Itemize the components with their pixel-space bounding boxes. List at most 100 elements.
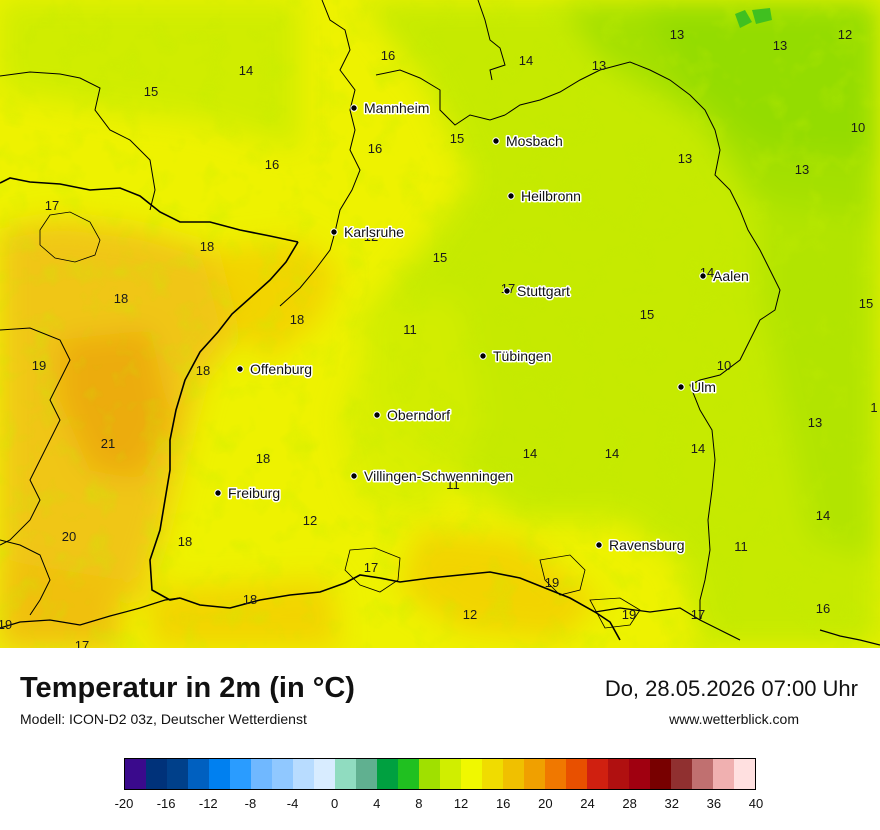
temperature-value: 18 bbox=[178, 534, 192, 549]
legend-swatch bbox=[587, 759, 608, 789]
legend-swatch bbox=[692, 759, 713, 789]
temperature-value: 15 bbox=[450, 131, 464, 146]
temperature-value: 11 bbox=[403, 322, 417, 337]
temperature-value: 12 bbox=[364, 229, 378, 244]
legend-swatch bbox=[314, 759, 335, 789]
temperature-value: 16 bbox=[381, 48, 395, 63]
temperature-value: 18 bbox=[200, 239, 214, 254]
city-marker: Karlsruhe bbox=[330, 223, 406, 242]
temperature-value: 16 bbox=[816, 601, 830, 616]
city-label: Tübingen bbox=[493, 348, 551, 364]
city-label: Heilbronn bbox=[521, 188, 581, 204]
city-dot bbox=[350, 472, 358, 480]
legend-swatch bbox=[167, 759, 188, 789]
legend-tick-labels: -20 -16 -12 -8 -4 0 4 8 12 16 20 24 28 32 36 40 bbox=[115, 796, 764, 816]
legend-swatch bbox=[356, 759, 377, 789]
temperature-value: 20 bbox=[62, 529, 76, 544]
city-markers: Mannheim Mosbach Heilbronn Karlsruhe Stuttga… bbox=[214, 99, 750, 555]
city-dot bbox=[330, 228, 338, 236]
legend-swatch bbox=[629, 759, 650, 789]
city-label: Oberndorf bbox=[387, 407, 450, 423]
city-marker: Tübingen bbox=[479, 347, 553, 366]
legend-tick: -4 bbox=[286, 796, 299, 811]
city-dot bbox=[492, 137, 500, 145]
temperature-value: 15 bbox=[144, 84, 158, 99]
legend-tick: -12 bbox=[198, 796, 218, 811]
city-label: Karlsruhe bbox=[344, 224, 404, 240]
temperature-value: 14 bbox=[523, 446, 537, 461]
color-legend bbox=[124, 758, 756, 790]
legend-swatch bbox=[272, 759, 293, 789]
temperature-value: 19 bbox=[0, 617, 12, 632]
legend-swatch bbox=[440, 759, 461, 789]
legend-swatch bbox=[125, 759, 146, 789]
legend-swatch bbox=[524, 759, 545, 789]
legend-tick: 16 bbox=[495, 796, 511, 811]
forecast-datetime: Do, 28.05.2026 07:00 Uhr bbox=[604, 676, 858, 701]
temperature-value: 14 bbox=[239, 63, 253, 78]
temperature-value: 18 bbox=[290, 312, 304, 327]
city-label: Aalen bbox=[713, 268, 749, 284]
city-dot bbox=[503, 287, 511, 295]
temperature-value: 15 bbox=[859, 296, 873, 311]
city-dot bbox=[236, 365, 244, 373]
city-label: Offenburg bbox=[250, 361, 312, 377]
legend-tick: 40 bbox=[748, 796, 764, 811]
temperature-value: 14 bbox=[519, 53, 533, 68]
temperature-value: 14 bbox=[816, 508, 830, 523]
city-marker: Aalen bbox=[699, 267, 750, 286]
website-link[interactable]: www.wetterblick.com bbox=[669, 711, 799, 727]
city-marker: Stuttgart bbox=[503, 282, 572, 301]
map-title: Temperatur in 2m (in °C) bbox=[20, 672, 355, 704]
temperature-value: 18 bbox=[256, 451, 270, 466]
temperature-value: 17 bbox=[364, 560, 378, 575]
temperature-value: 15 bbox=[433, 250, 447, 265]
legend-swatch bbox=[230, 759, 251, 789]
city-label: Mosbach bbox=[506, 133, 563, 149]
legend-swatch bbox=[671, 759, 692, 789]
legend-swatch bbox=[608, 759, 629, 789]
legend-swatch bbox=[566, 759, 587, 789]
temperature-value: 19 bbox=[32, 358, 46, 373]
legend-tick: 32 bbox=[664, 796, 679, 811]
temperature-value: 18 bbox=[196, 363, 210, 378]
city-dot bbox=[595, 541, 603, 549]
city-label: Mannheim bbox=[364, 100, 429, 116]
temperature-value: 21 bbox=[101, 436, 115, 451]
city-dot bbox=[507, 192, 515, 200]
temperature-value: 11 bbox=[446, 477, 460, 492]
cold-spot bbox=[735, 8, 772, 28]
legend-swatch bbox=[545, 759, 566, 789]
legend-swatch bbox=[293, 759, 314, 789]
temperature-value: 19 bbox=[545, 575, 559, 590]
legend-tick: 36 bbox=[706, 796, 722, 811]
legend-tick: 24 bbox=[580, 796, 595, 811]
legend-swatch bbox=[398, 759, 419, 789]
temperature-value: 18 bbox=[114, 291, 128, 306]
city-marker: Ulm bbox=[677, 378, 717, 397]
city-label: Ulm bbox=[691, 379, 716, 395]
temperature-value: 17 bbox=[75, 638, 89, 648]
legend-swatch bbox=[188, 759, 209, 789]
city-marker: Villingen-Schwenningen bbox=[350, 467, 515, 486]
city-marker: Mosbach bbox=[492, 132, 564, 151]
city-label: Villingen-Schwenningen bbox=[364, 468, 513, 484]
legend-tick: 20 bbox=[538, 796, 553, 811]
borders bbox=[0, 0, 880, 646]
city-label: Stuttgart bbox=[517, 283, 570, 299]
legend-tick: -16 bbox=[156, 796, 176, 811]
temperature-value: 15 bbox=[640, 307, 654, 322]
city-marker: Ravensburg bbox=[595, 536, 686, 555]
legend-swatch bbox=[734, 759, 755, 789]
legend-tick: -20 bbox=[114, 796, 134, 811]
city-dot bbox=[699, 272, 707, 280]
temperature-value: 14 bbox=[605, 446, 619, 461]
legend-swatch bbox=[650, 759, 671, 789]
legend-swatch bbox=[377, 759, 398, 789]
legend-tick: 0 bbox=[331, 796, 339, 811]
city-marker: Heilbronn bbox=[507, 187, 582, 206]
temperature-value: 16 bbox=[368, 141, 382, 156]
legend-tick: 4 bbox=[373, 796, 381, 811]
temperature-value: 13 bbox=[795, 162, 809, 177]
city-label: Ravensburg bbox=[609, 537, 685, 553]
